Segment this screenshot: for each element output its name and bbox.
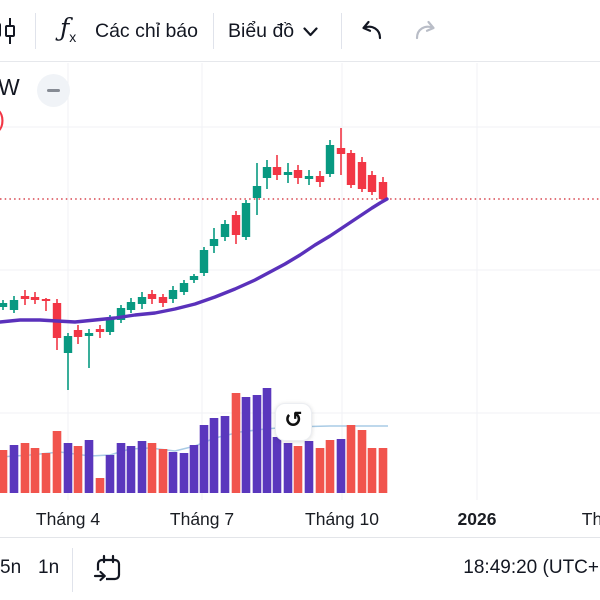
ma-line bbox=[0, 197, 389, 324]
toolbar-divider bbox=[213, 13, 214, 49]
range-button-1n[interactable]: 1n bbox=[38, 557, 60, 578]
minus-icon bbox=[47, 88, 60, 93]
volume-series bbox=[0, 388, 388, 493]
undo-icon[interactable] bbox=[355, 16, 385, 46]
legend-timeframe: W bbox=[0, 74, 20, 100]
clock-timezone-text[interactable]: 18:49:20 (UTC+ bbox=[463, 557, 599, 578]
top-toolbar: ƒx Các chỉ báo Biểu đồ bbox=[0, 0, 600, 62]
bottom-toolbar: 5n 1n 18:49:20 (UTC+ bbox=[0, 539, 600, 600]
refresh-button[interactable]: ↺ bbox=[275, 403, 312, 441]
redo-icon[interactable] bbox=[412, 16, 442, 46]
toolbar-divider bbox=[341, 13, 342, 49]
legend-collapse-button[interactable] bbox=[37, 74, 70, 107]
time-axis[interactable]: Tháng 4 Tháng 7 Tháng 10 2026 Th bbox=[0, 500, 600, 538]
toolbar-divider bbox=[35, 13, 36, 49]
axis-label: Th bbox=[581, 509, 600, 529]
legend-change-fragment: ) bbox=[0, 106, 5, 134]
range-button-5n[interactable]: 5n bbox=[0, 557, 22, 578]
axis-label: Tháng 7 bbox=[169, 509, 235, 529]
axis-label: 2026 bbox=[457, 509, 497, 529]
candle-series bbox=[0, 128, 388, 390]
axis-label: Tháng 4 bbox=[35, 509, 101, 529]
candlestick-style-icon[interactable] bbox=[0, 14, 18, 48]
fx-indicators-icon[interactable]: ƒx bbox=[60, 13, 77, 45]
go-to-date-calendar-icon[interactable] bbox=[92, 553, 124, 585]
refresh-icon: ↺ bbox=[284, 408, 303, 433]
axis-label: Tháng 10 bbox=[305, 509, 379, 529]
chart-style-dropdown[interactable]: Biểu đồ bbox=[228, 20, 295, 42]
indicators-button[interactable]: Các chỉ báo bbox=[95, 20, 198, 42]
toolbar-divider bbox=[72, 548, 73, 592]
chevron-down-icon[interactable] bbox=[303, 27, 318, 37]
